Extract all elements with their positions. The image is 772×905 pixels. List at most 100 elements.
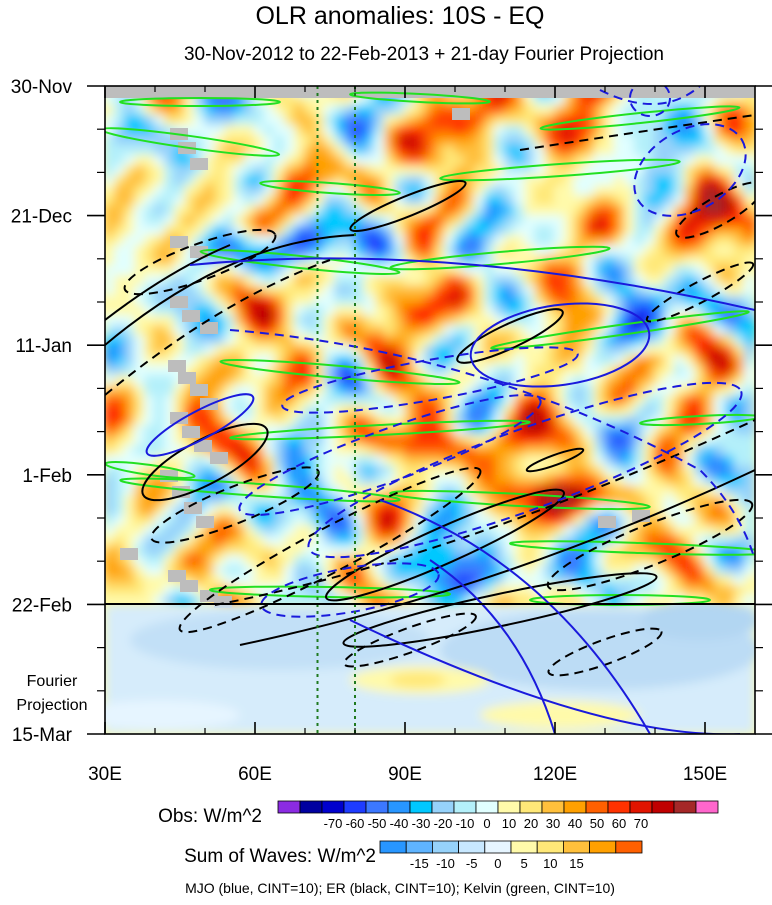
obs-cell <box>494 575 506 587</box>
obs-cell <box>594 255 606 267</box>
obs-cell <box>474 305 486 317</box>
obs-cell <box>294 215 306 227</box>
obs-cell <box>704 555 716 567</box>
obs-cell <box>474 535 486 547</box>
obs-cell <box>134 445 146 457</box>
obs-cell <box>454 395 466 407</box>
obs-cell <box>254 125 266 137</box>
obs-cell <box>474 445 486 457</box>
obs-cell <box>654 365 666 377</box>
obs-cell <box>284 285 296 297</box>
obs-cell <box>584 355 596 367</box>
obs-cell <box>354 245 366 257</box>
obs-cell <box>105 265 116 277</box>
obs-cell <box>354 465 366 477</box>
kelvin-contour <box>229 419 531 441</box>
obs-cell <box>654 555 666 567</box>
obs-cell <box>494 365 506 377</box>
obs-cell <box>384 255 396 267</box>
obs-cell <box>174 105 186 117</box>
obs-cell <box>264 415 276 427</box>
obs-cell <box>244 205 256 217</box>
obs-cell <box>504 145 516 157</box>
obs-cell <box>564 215 576 227</box>
obs-cell <box>524 315 536 327</box>
obs-cell <box>144 545 156 557</box>
obs-cell <box>554 275 566 287</box>
obs-cell <box>474 515 486 527</box>
obs-cell <box>614 485 626 497</box>
obs-cell <box>234 335 246 347</box>
obs-cell <box>484 225 496 237</box>
obs-cell <box>504 545 516 557</box>
obs-cell <box>234 235 246 247</box>
obs-cell <box>244 125 256 137</box>
obs-cell <box>134 115 146 127</box>
obs-cell <box>484 335 496 347</box>
obs-cell <box>694 275 706 287</box>
obs-cell <box>574 285 586 297</box>
obs-cell <box>384 125 396 137</box>
obs-cell <box>374 385 386 397</box>
obs-cell <box>334 535 346 547</box>
obs-cell <box>724 395 736 407</box>
obs-cell <box>304 145 316 157</box>
obs-cell <box>164 385 176 397</box>
colorbar-swatch <box>405 840 433 854</box>
obs-cell <box>214 465 226 477</box>
obs-cell <box>154 115 166 127</box>
obs-cell <box>124 515 136 527</box>
missing-cell <box>190 158 208 170</box>
obs-cell <box>484 205 496 217</box>
obs-cell <box>384 225 396 237</box>
obs-cell <box>654 585 666 597</box>
obs-cell <box>564 475 576 487</box>
obs-cell <box>384 525 396 537</box>
obs-cell <box>114 525 126 537</box>
er-contour <box>349 179 467 233</box>
obs-cell <box>464 435 476 447</box>
obs-cell <box>694 235 706 247</box>
obs-cell <box>524 245 536 257</box>
obs-cell <box>194 355 206 367</box>
missing-cell <box>196 516 214 528</box>
obs-cell <box>554 175 566 187</box>
obs-cell <box>394 325 406 337</box>
obs-cell <box>604 395 616 407</box>
obs-cell <box>674 355 686 367</box>
obs-cell <box>234 425 246 437</box>
obs-cell <box>114 345 126 357</box>
obs-cell <box>364 535 376 547</box>
colorbar-tick-label: -60 <box>346 816 365 831</box>
obs-cell <box>394 375 406 387</box>
obs-cell <box>574 265 586 277</box>
obs-cell <box>614 345 626 357</box>
obs-cell <box>334 145 346 157</box>
obs-cell <box>114 405 126 417</box>
obs-cell <box>334 445 346 457</box>
obs-cell <box>224 235 236 247</box>
obs-cell <box>564 225 576 237</box>
obs-cell <box>704 205 716 217</box>
obs-cell <box>374 565 386 577</box>
obs-cell <box>434 105 446 117</box>
obs-cell <box>304 155 316 167</box>
obs-cell <box>324 505 336 517</box>
obs-cell <box>624 175 636 187</box>
obs-cell <box>564 175 576 187</box>
obs-cell <box>694 175 706 187</box>
obs-cell <box>534 585 546 597</box>
obs-cell <box>374 285 386 297</box>
obs-cell <box>404 275 416 287</box>
obs-cell <box>174 385 186 397</box>
obs-cell <box>584 315 596 327</box>
obs-cell <box>424 575 436 587</box>
obs-cell <box>674 325 686 337</box>
obs-cell <box>474 315 486 327</box>
obs-cell <box>734 285 746 297</box>
obs-cell <box>374 125 386 137</box>
obs-cell <box>254 295 266 307</box>
obs-cell <box>224 205 236 217</box>
obs-cell <box>644 585 656 597</box>
obs-cell <box>694 475 706 487</box>
